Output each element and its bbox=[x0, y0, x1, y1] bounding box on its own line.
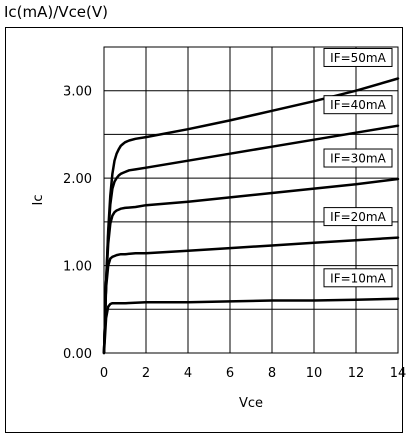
series-label-box bbox=[323, 95, 393, 115]
series-line bbox=[102, 77, 400, 355]
series-line bbox=[102, 236, 400, 355]
series-line bbox=[102, 297, 400, 355]
series-line bbox=[102, 124, 400, 355]
x-tick-label: 14 bbox=[390, 366, 407, 381]
series-label-box bbox=[323, 47, 393, 67]
chart-title: Ic(mA)/Vce(V) bbox=[4, 3, 109, 21]
x-tick-label: 6 bbox=[226, 366, 234, 381]
y-axis-label: Ic bbox=[31, 195, 46, 206]
series-label: IF=40mA bbox=[330, 98, 386, 112]
y-tick-label: 3.00 bbox=[63, 85, 92, 100]
x-tick-label: 8 bbox=[268, 366, 276, 381]
y-tick-label: 2.00 bbox=[63, 172, 92, 187]
series-line bbox=[102, 177, 400, 355]
grid-layer bbox=[103, 46, 399, 354]
y-tick-label: 1.00 bbox=[63, 260, 92, 275]
y-tick-label: 0.00 bbox=[63, 347, 92, 362]
series-label: IF=50mA bbox=[330, 51, 386, 65]
plot-area-border bbox=[103, 46, 399, 354]
x-tick-label: 10 bbox=[306, 366, 323, 381]
series-label-box bbox=[323, 207, 393, 227]
x-tick-label: 2 bbox=[142, 366, 150, 381]
x-tick-label: 12 bbox=[348, 366, 365, 381]
series-label: IF=20mA bbox=[330, 210, 386, 224]
series-label-box bbox=[323, 268, 393, 288]
label-layer: IF=50mA IF=40mA IF=30mA IF=20mA IF=10mA bbox=[323, 47, 393, 288]
x-axis-label: Vce bbox=[239, 396, 263, 411]
x-tick-label: 4 bbox=[184, 366, 192, 381]
series-label: IF=10mA bbox=[330, 271, 386, 285]
axis-layer: 0 2 4 6 8 10 12 14 0.00 1.00 2.00 3.00 Vce Ic bbox=[31, 85, 406, 411]
x-tick-label: 0 bbox=[100, 366, 108, 381]
series-label-box bbox=[323, 148, 393, 168]
series-label: IF=30mA bbox=[330, 152, 386, 166]
series-layer bbox=[102, 77, 400, 355]
